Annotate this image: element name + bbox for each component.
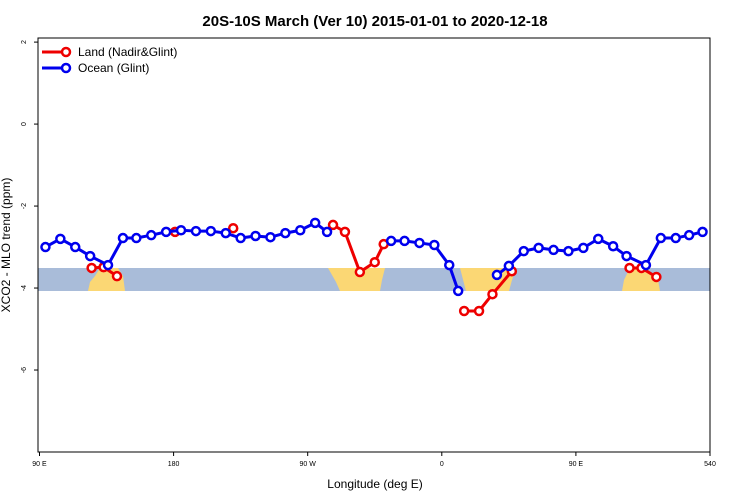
data-point: [190, 225, 202, 237]
data-point: [503, 260, 515, 272]
data-point: [111, 270, 123, 282]
data-point: [131, 232, 142, 244]
data-point: [117, 232, 129, 244]
x-tick-label: 180: [168, 461, 180, 468]
x-axis-label: Longitude (deg E): [327, 477, 422, 491]
legend-marker: [60, 46, 72, 58]
data-point: [220, 227, 231, 239]
data-point: [533, 242, 544, 254]
data-point: [70, 241, 81, 253]
data-point: [473, 305, 485, 317]
data-point: [487, 288, 498, 300]
data-point: [429, 239, 440, 251]
data-point: [414, 237, 425, 249]
legend-marker: [60, 62, 72, 74]
data-point: [160, 226, 172, 238]
y-tick-label: 2: [21, 40, 28, 44]
data-point: [452, 285, 464, 297]
data-point: [175, 224, 187, 236]
data-point: [309, 217, 321, 229]
data-point: [458, 305, 470, 317]
data-point: [385, 235, 397, 247]
data-point: [294, 224, 306, 236]
data-point: [40, 241, 51, 253]
data-point: [265, 231, 276, 243]
x-tick-label: 540: [704, 461, 716, 468]
legend-label: Ocean (Glint): [78, 61, 149, 75]
y-tick-label: -4: [21, 285, 28, 291]
data-point: [651, 271, 662, 283]
land-ocean-mask: [38, 268, 710, 291]
x-tick-label: 0: [440, 461, 444, 468]
y-tick-label: -6: [21, 367, 28, 373]
data-point: [205, 225, 217, 237]
data-point: [563, 245, 574, 257]
data-point: [592, 233, 604, 245]
data-point: [624, 262, 635, 274]
data-point: [443, 259, 455, 271]
data-point: [327, 219, 339, 231]
series-line: [91, 223, 658, 313]
data-point: [670, 232, 681, 244]
data-point: [683, 229, 695, 241]
data-point: [339, 226, 351, 238]
data-point: [102, 259, 114, 271]
data-point: [655, 232, 667, 244]
legend-label: Land (Nadir&Glint): [78, 45, 177, 59]
data-point: [607, 240, 619, 252]
data-point: [697, 226, 708, 238]
data-point: [491, 269, 503, 281]
data-point: [354, 266, 366, 278]
data-point: [84, 250, 96, 262]
data-point: [640, 259, 652, 271]
data-point: [518, 245, 529, 257]
data-point: [321, 226, 333, 238]
data-point: [235, 232, 246, 244]
data-point: [621, 250, 632, 262]
data-point: [578, 242, 589, 254]
data-point: [55, 233, 66, 245]
data-point: [399, 235, 410, 247]
data-point: [250, 230, 261, 242]
plot-frame: [37, 37, 711, 453]
data-point: [369, 256, 380, 268]
data-point: [145, 229, 157, 241]
y-axis-label: XCO2 - MLO trend (ppm): [0, 178, 13, 313]
chart-title: 20S-10S March (Ver 10) 2015-01-01 to 202…: [202, 13, 547, 30]
data-point: [280, 227, 291, 239]
x-tick-label: 90 E: [32, 461, 47, 468]
data-point: [227, 222, 239, 234]
y-tick-label: -2: [21, 203, 28, 209]
x-tick-label: 90 W: [300, 461, 317, 468]
y-tick-label: 0: [21, 122, 28, 126]
x-tick-label: 90 E: [569, 461, 584, 468]
data-point: [548, 244, 559, 256]
data-point: [86, 262, 97, 274]
